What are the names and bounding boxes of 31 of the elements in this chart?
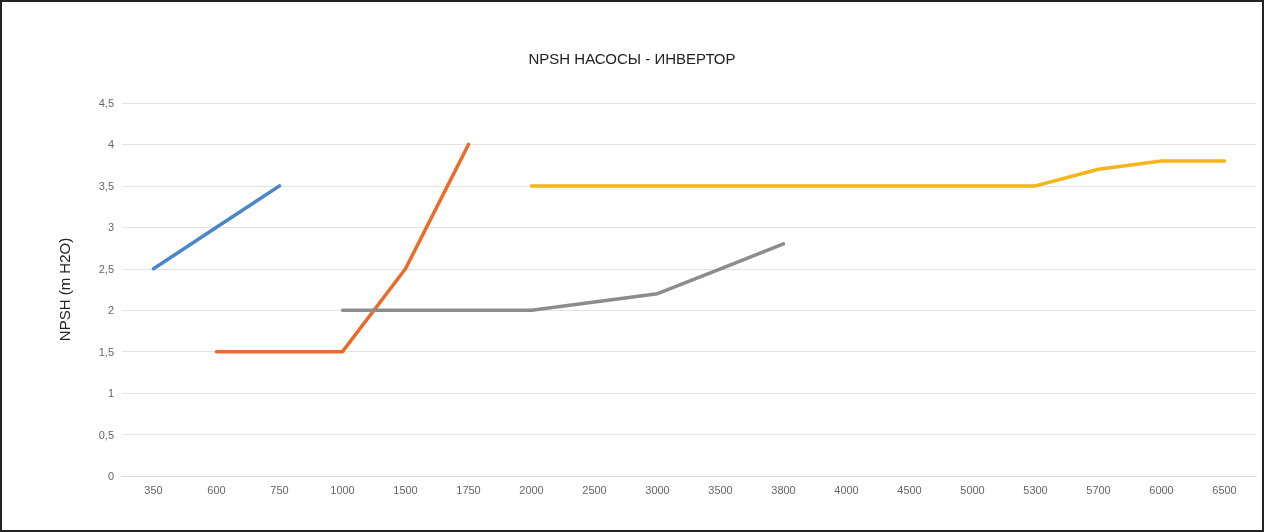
- x-tick-label: 600: [207, 483, 226, 496]
- x-tick-label: 6500: [1212, 483, 1237, 496]
- y-tick-label: 0: [107, 470, 114, 482]
- x-tick-label: 1000: [330, 483, 355, 496]
- y-tick-label: 2: [107, 304, 114, 317]
- x-tick-label: 6000: [1149, 483, 1174, 496]
- x-tick-label: 750: [270, 483, 289, 496]
- y-tick-label: 4,5: [98, 97, 114, 109]
- x-tick-label: 3000: [645, 483, 670, 496]
- x-tick-label: 5300: [1023, 483, 1048, 496]
- y-tick-label: 4: [107, 138, 114, 151]
- y-axis-title: NPSH (m H2O): [56, 237, 73, 342]
- x-tick-label: 5700: [1086, 483, 1111, 496]
- x-tick-label: 1500: [393, 483, 418, 496]
- x-tick-label: 1750: [456, 483, 481, 496]
- y-tick-label: 1,5: [98, 345, 114, 358]
- x-tick-label: 5000: [960, 483, 985, 496]
- x-tick-label: 350: [144, 483, 163, 496]
- x-tick-label: 2500: [582, 483, 607, 496]
- y-tick-label: 3,5: [98, 179, 114, 192]
- chart-title: NPSH НАСОСЫ - ИНВЕРТОР: [528, 50, 736, 67]
- line-series: [340, 242, 786, 312]
- y-tick-label: 1: [107, 387, 114, 400]
- x-tick-label: 2000: [519, 483, 544, 496]
- x-tick-label: 4000: [834, 483, 859, 496]
- y-tick-label: 3: [107, 221, 114, 234]
- x-tick-label: 3800: [771, 483, 796, 496]
- x-tick-label: 3500: [708, 483, 733, 496]
- x-tick-label: 4500: [897, 483, 922, 496]
- y-tick-label: 2,5: [98, 262, 114, 275]
- y-tick-label: 0,5: [98, 428, 114, 441]
